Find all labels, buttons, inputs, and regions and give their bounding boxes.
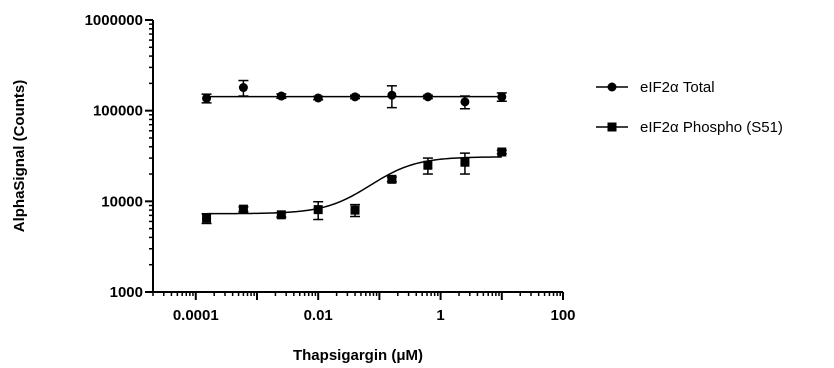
data-point-circle bbox=[276, 91, 286, 101]
data-point-circle bbox=[350, 92, 360, 102]
x-axis-title: Thapsigargin (μM) bbox=[293, 347, 423, 364]
fit-curve-series-2 bbox=[206, 156, 502, 215]
data-point-circle bbox=[202, 93, 212, 103]
x-tick-label: 0.0001 bbox=[173, 307, 219, 324]
x-tick-label: 0.01 bbox=[304, 307, 333, 324]
data-point-square bbox=[276, 210, 286, 220]
data-point-circle bbox=[423, 92, 433, 102]
data-point-square bbox=[202, 213, 212, 223]
x-tick-label: 1 bbox=[436, 307, 444, 324]
y-tick-label: 1000 bbox=[110, 284, 143, 301]
legend-marker-circle bbox=[607, 82, 617, 92]
y-tick-label: 1000000 bbox=[85, 12, 143, 29]
data-point-circle bbox=[460, 97, 470, 107]
y-tick-label: 10000 bbox=[101, 193, 143, 210]
data-point-square bbox=[313, 205, 323, 215]
y-axis-title: AlphaSignal (Counts) bbox=[11, 80, 28, 233]
legend-label-series-2: eIF2α Phospho (S51) bbox=[640, 119, 783, 136]
legend-label-series-1: eIF2α Total bbox=[640, 79, 715, 96]
legend-marker-square bbox=[607, 122, 617, 132]
data-point-circle bbox=[238, 83, 248, 93]
data-point-circle bbox=[313, 93, 323, 103]
data-point-square bbox=[238, 204, 248, 214]
data-point-square bbox=[460, 157, 470, 167]
y-tick-label: 100000 bbox=[93, 103, 143, 120]
data-point-square bbox=[423, 160, 433, 170]
data-point-circle bbox=[497, 92, 507, 102]
data-point-square bbox=[350, 205, 360, 215]
x-tick-label: 100 bbox=[550, 307, 575, 324]
data-point-square bbox=[387, 174, 397, 184]
data-point-circle bbox=[387, 90, 397, 100]
data-point-square bbox=[497, 147, 507, 157]
